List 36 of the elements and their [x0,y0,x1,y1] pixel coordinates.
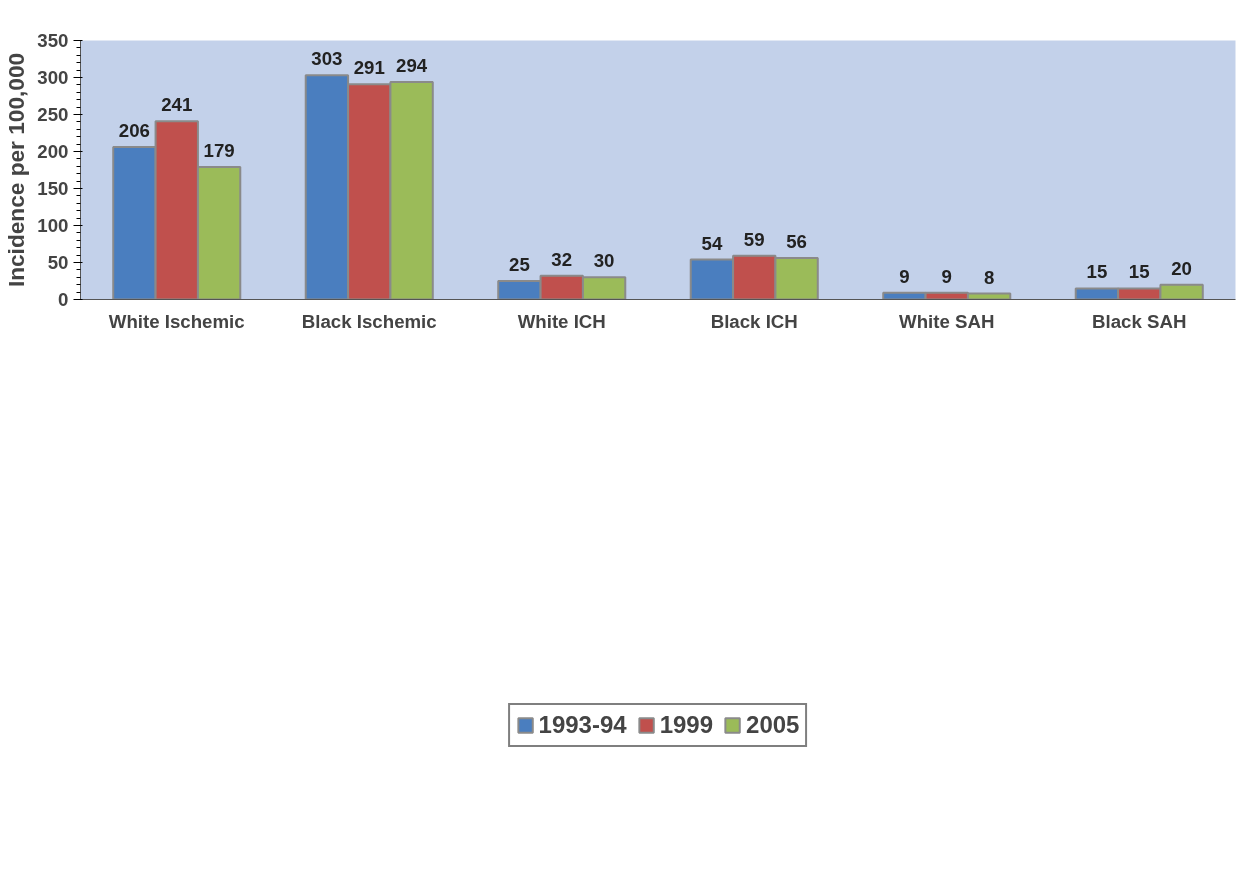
x-tick-label: White ICH [517,310,606,332]
data-label: 32 [551,248,573,270]
data-label: 30 [593,250,615,272]
data-label: 294 [396,54,428,76]
y-axis-title: Incidence per 100,000 [3,52,30,288]
data-label: 9 [941,265,952,287]
legend-label: 1999 [659,711,714,739]
x-tick-label: Black Ischemic [301,310,437,332]
data-label: 15 [1128,261,1150,283]
y-tick-label: 300 [37,67,69,88]
y-tick-label: 250 [37,104,69,125]
legend-label: 1993-94 [538,711,627,739]
data-label: 9 [899,265,910,287]
y-tick-label: 100 [37,215,69,236]
x-tick-label: White SAH [899,310,995,332]
data-label: 8 [983,266,995,288]
y-tick-label: 50 [47,252,69,273]
y-tick-label: 200 [37,141,69,162]
data-label: 15 [1086,261,1108,283]
data-label: 206 [118,120,150,142]
data-label: 241 [161,94,193,116]
y-tick-label: 350 [37,30,69,51]
y-tick-label: 150 [37,178,69,199]
data-label: 54 [701,232,723,254]
data-label: 59 [743,228,765,250]
data-label: 303 [311,48,343,70]
data-label: 179 [203,140,235,162]
y-tick-label: 0 [58,289,69,310]
x-tick-label: Black ICH [710,310,798,332]
data-label: 56 [786,231,807,253]
legend-label: 2005 [746,711,800,739]
x-tick-label: White Ischemic [108,310,245,332]
data-label: 291 [353,57,385,79]
data-label: 20 [1171,257,1192,279]
data-label: 25 [509,254,530,275]
x-tick-label: Black SAH [1092,310,1187,332]
